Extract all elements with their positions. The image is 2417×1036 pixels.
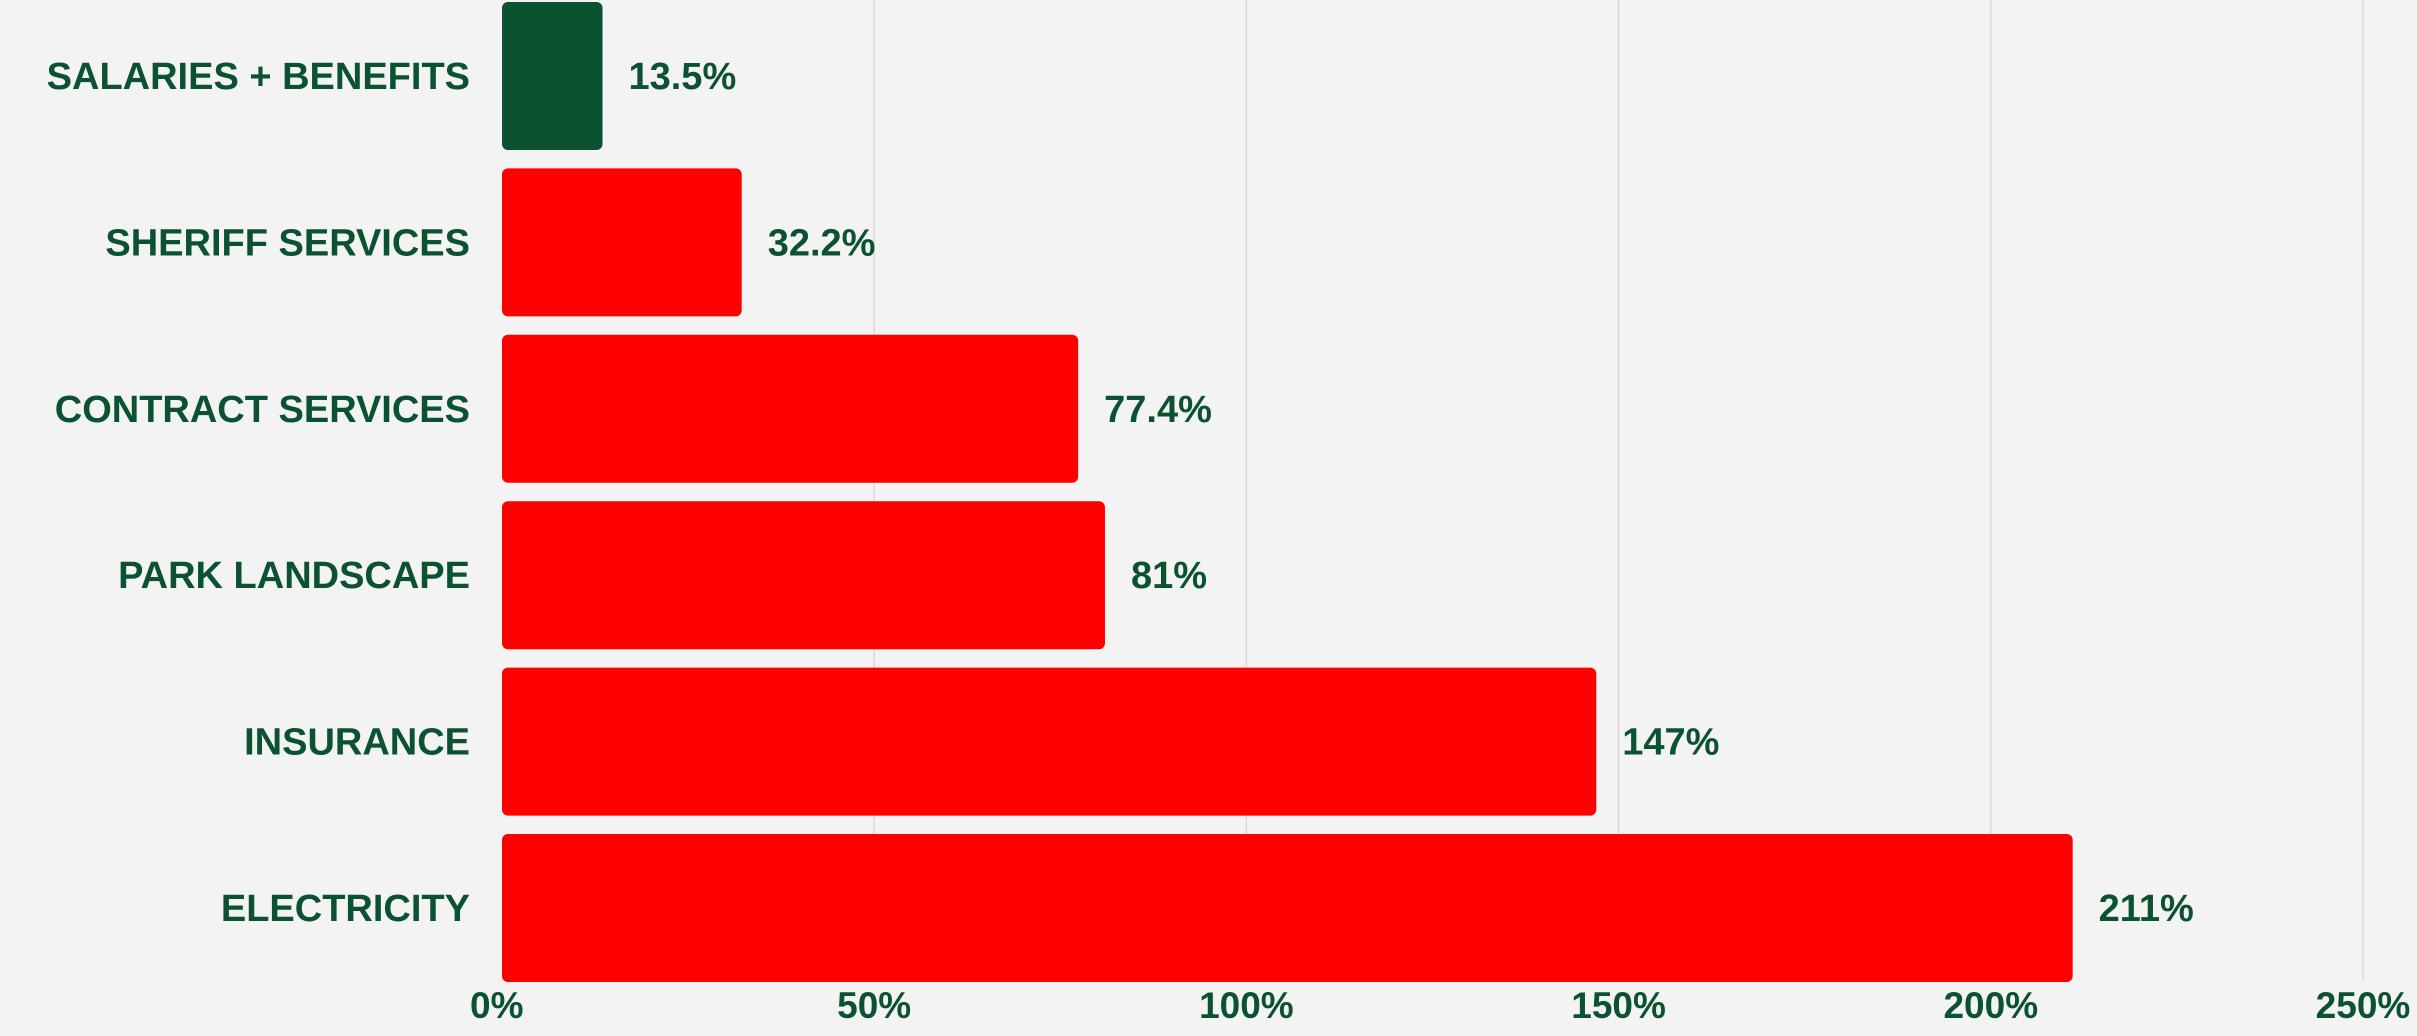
x-tick-label: 200% [1943, 985, 2038, 1026]
x-tick-label: 150% [1571, 985, 1666, 1026]
x-tick-label: 250% [2316, 985, 2411, 1026]
bars [502, 2, 2073, 982]
x-tick-label: 0% [470, 985, 523, 1026]
category-label: SHERIFF SERVICES [105, 222, 470, 264]
bar [502, 2, 603, 150]
bar [502, 667, 1597, 816]
value-label: 13.5% [628, 56, 736, 98]
bar [502, 168, 742, 317]
value-label: 77.4% [1104, 389, 1212, 431]
grid-lines [873, 0, 2364, 981]
value-label: 81% [1131, 555, 1207, 597]
category-label: INSURANCE [244, 722, 470, 764]
x-tick-label: 50% [837, 985, 911, 1026]
value-label: 32.2% [768, 222, 876, 264]
bar [502, 501, 1105, 650]
x-tick-label: 100% [1199, 985, 1294, 1026]
category-label: ELECTRICITY [221, 888, 470, 930]
category-label: CONTRACT SERVICES [55, 389, 470, 431]
value-label: 147% [1622, 722, 1719, 764]
category-labels: SALARIES + BENEFITS SHERIFF SERVICES CONTR… [47, 56, 470, 930]
category-label: PARK LANDSCAPE [118, 555, 470, 597]
bar [502, 834, 2073, 982]
value-label: 211% [2099, 888, 2194, 930]
bar [502, 334, 1079, 483]
category-label: SALARIES + BENEFITS [47, 56, 470, 98]
x-axis-tick-labels: 0% 50% 100% 150% 200% 250% [470, 985, 2410, 1026]
value-labels: 13.5% 32.2% 77.4% 81% 147% 211% [628, 56, 2193, 930]
